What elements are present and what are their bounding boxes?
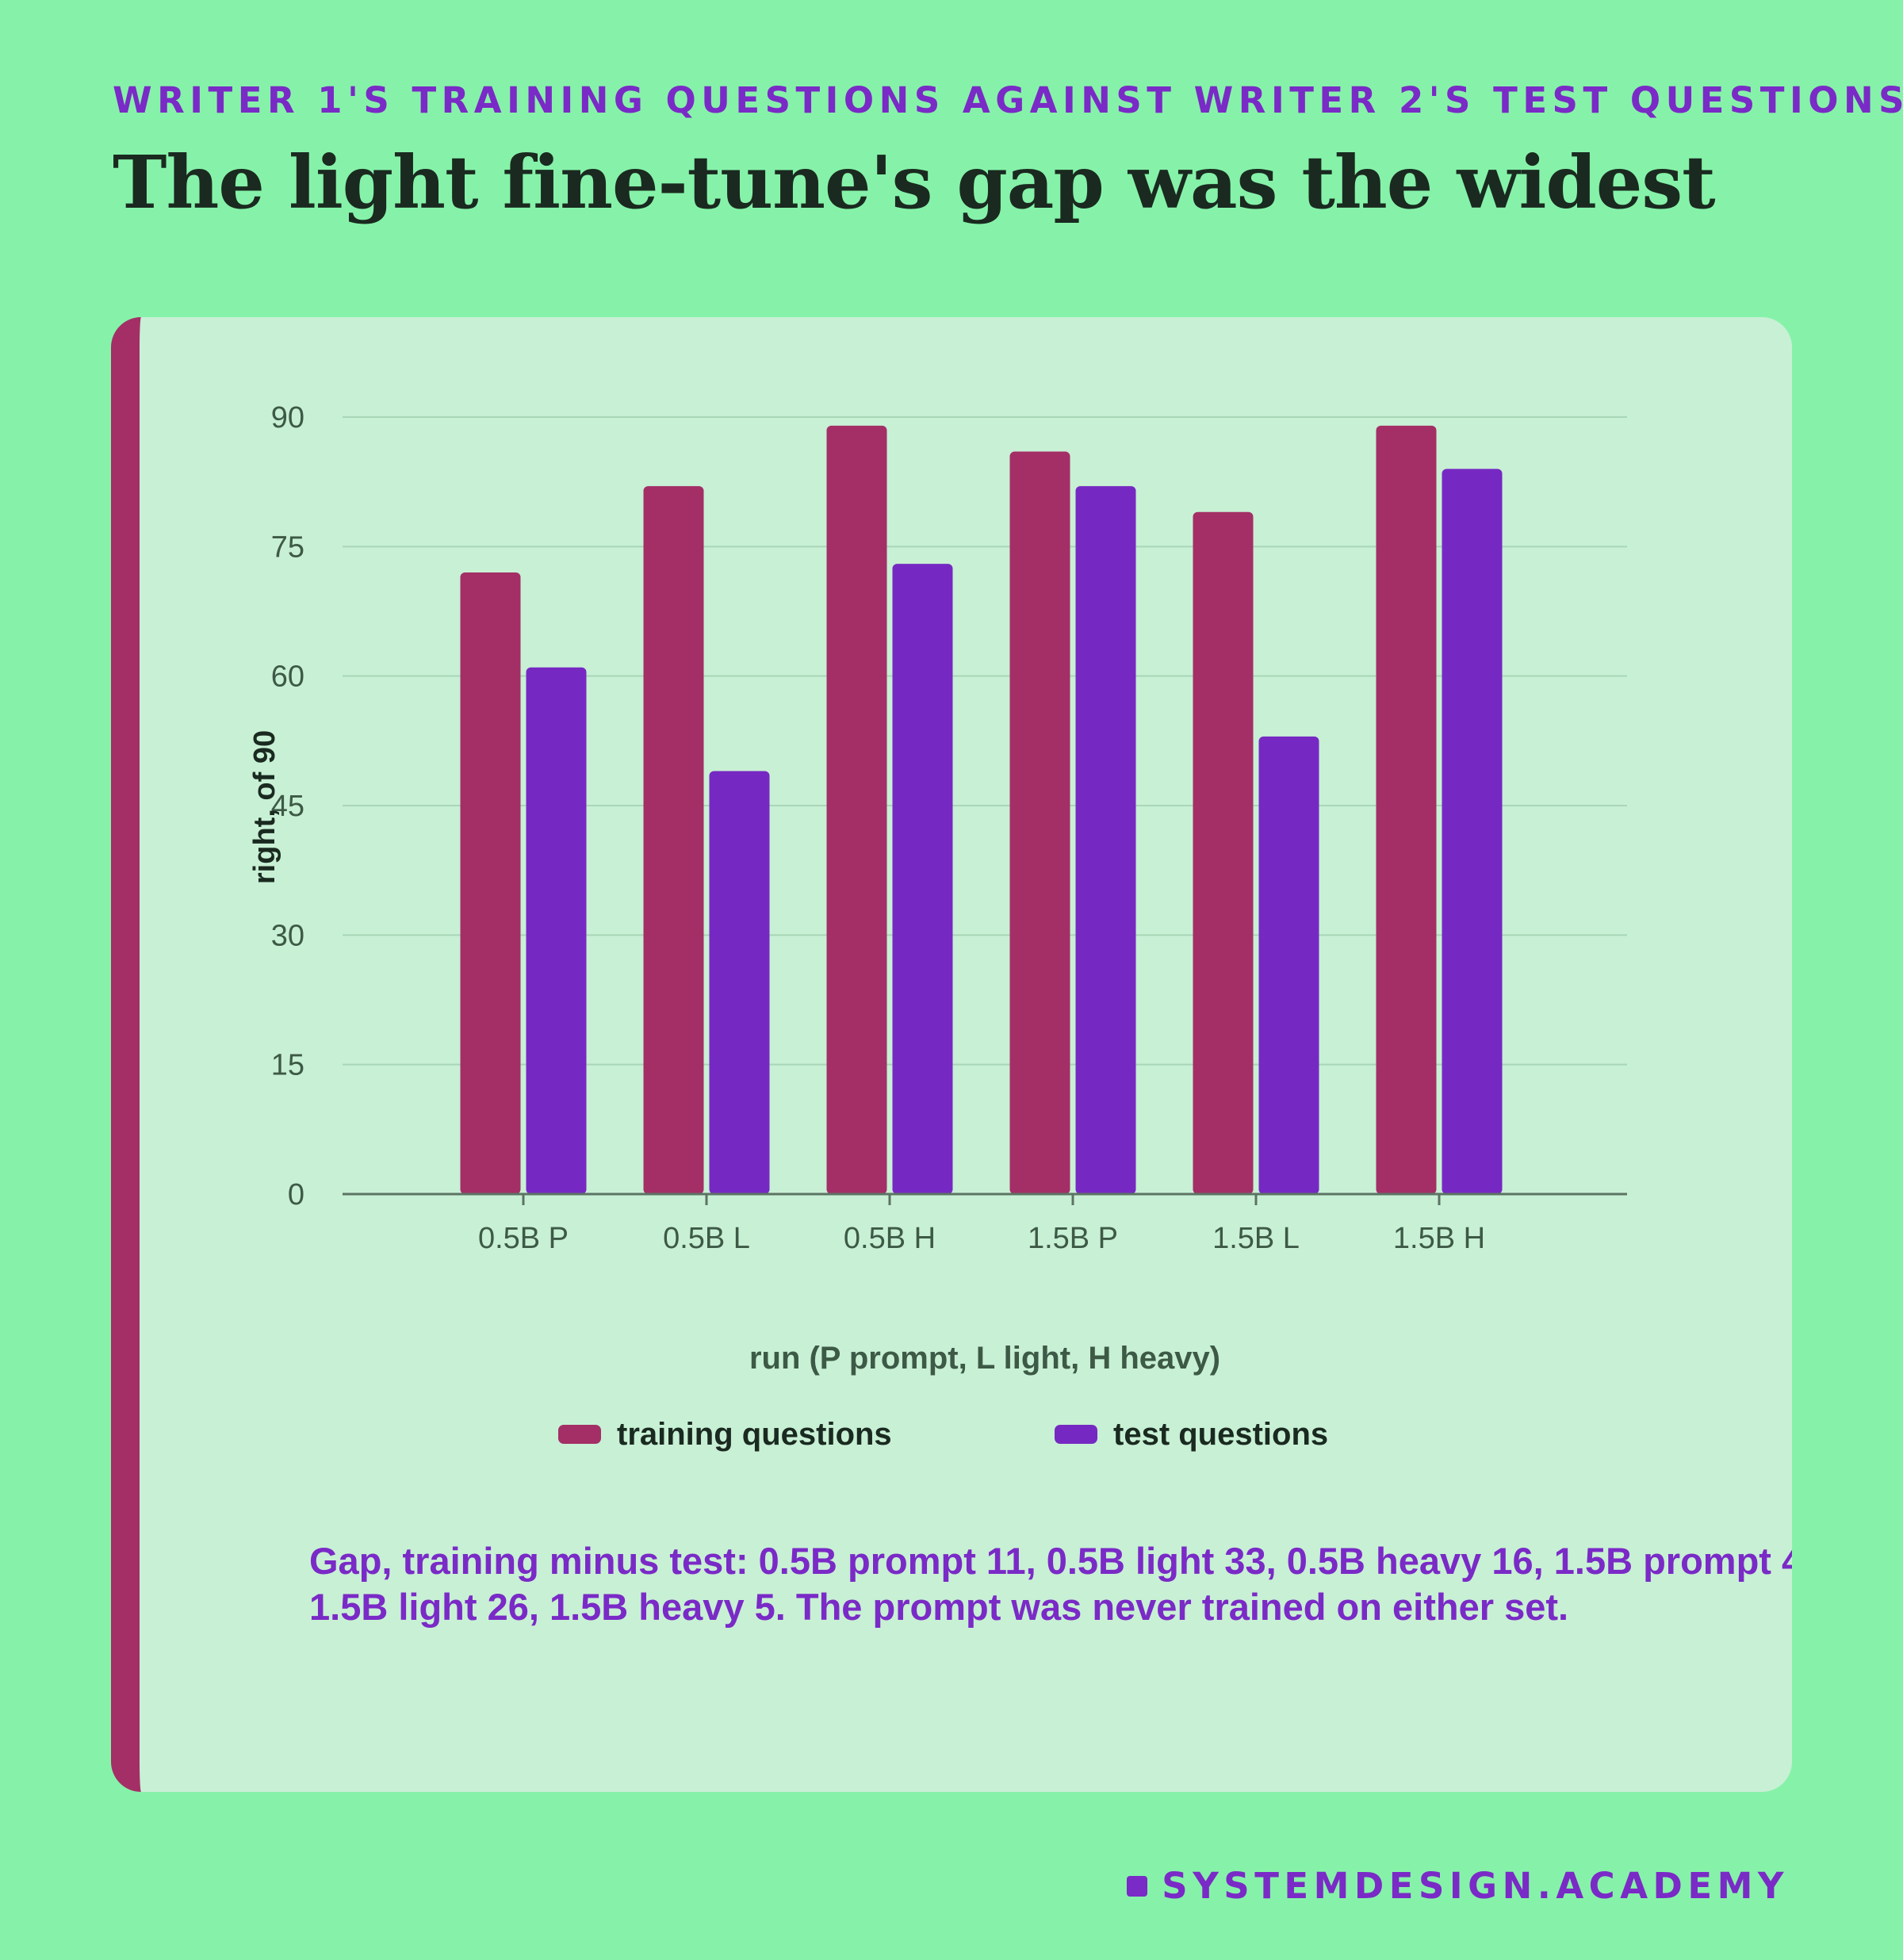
page-title: The light fine-tune's gap was the widest bbox=[113, 140, 1716, 225]
x-axis-title: run (P prompt, L light, H heavy) bbox=[749, 1341, 1220, 1376]
y-tick-label: 90 bbox=[271, 401, 304, 434]
y-tick-label: 75 bbox=[271, 530, 304, 564]
brand: SYSTEMDESIGN.ACADEMY bbox=[1127, 1865, 1789, 1907]
y-axis-title: right, of 90 bbox=[248, 730, 281, 884]
square-bullet-icon bbox=[1127, 1875, 1148, 1897]
bar-test bbox=[892, 564, 953, 1194]
chart-card: 0 15 30 45 60 75 90 0.5B P 0.5B L 0.5B H 1.5B P 1.5… bbox=[111, 317, 1792, 1792]
bar-chart: 0 15 30 45 60 75 90 0.5B P 0.5B L 0.5B H 1.5B P 1.5… bbox=[248, 401, 1627, 1452]
bar-test bbox=[526, 667, 587, 1194]
bar-training bbox=[643, 486, 704, 1194]
bar-training bbox=[460, 572, 521, 1194]
bar-test bbox=[1258, 736, 1319, 1194]
bar-training bbox=[1376, 425, 1437, 1194]
bar-test bbox=[1442, 469, 1503, 1194]
bar-test bbox=[1075, 486, 1136, 1194]
bars bbox=[460, 425, 1503, 1194]
y-tick-label: 15 bbox=[271, 1049, 304, 1082]
y-tick-label: 30 bbox=[271, 919, 304, 952]
x-tick-label: 0.5B L bbox=[663, 1222, 750, 1255]
legend-label-test: test questions bbox=[1113, 1417, 1328, 1452]
x-tick-label: 0.5B P bbox=[478, 1222, 569, 1255]
brand-label: SYSTEMDESIGN.ACADEMY bbox=[1162, 1865, 1789, 1907]
gap-note: Gap, training minus test: 0.5B prompt 11… bbox=[309, 1540, 1792, 1628]
bar-training bbox=[826, 425, 887, 1194]
bar-training bbox=[1009, 451, 1070, 1194]
bar-test bbox=[709, 771, 770, 1194]
axes: 0 15 30 45 60 75 90 0.5B P 0.5B L 0.5B H 1.5B P 1.5… bbox=[248, 401, 1627, 1376]
x-tick-label: 1.5B L bbox=[1212, 1222, 1300, 1255]
x-tick-label: 1.5B H bbox=[1393, 1222, 1485, 1255]
bar-training bbox=[1193, 511, 1254, 1194]
x-tick-label: 0.5B H bbox=[844, 1222, 936, 1255]
legend: training questions test questions bbox=[558, 1417, 1328, 1452]
x-tick-label: 1.5B P bbox=[1028, 1222, 1118, 1255]
legend-swatch-test bbox=[1055, 1425, 1097, 1444]
legend-swatch-training bbox=[558, 1425, 601, 1444]
legend-label-training: training questions bbox=[617, 1417, 892, 1452]
y-tick-label: 60 bbox=[271, 660, 304, 694]
kicker: WRITER 1'S TRAINING QUESTIONS AGAINST WR… bbox=[113, 79, 1903, 121]
y-tick-label: 0 bbox=[288, 1178, 304, 1212]
y-tick-label: 45 bbox=[271, 790, 304, 823]
